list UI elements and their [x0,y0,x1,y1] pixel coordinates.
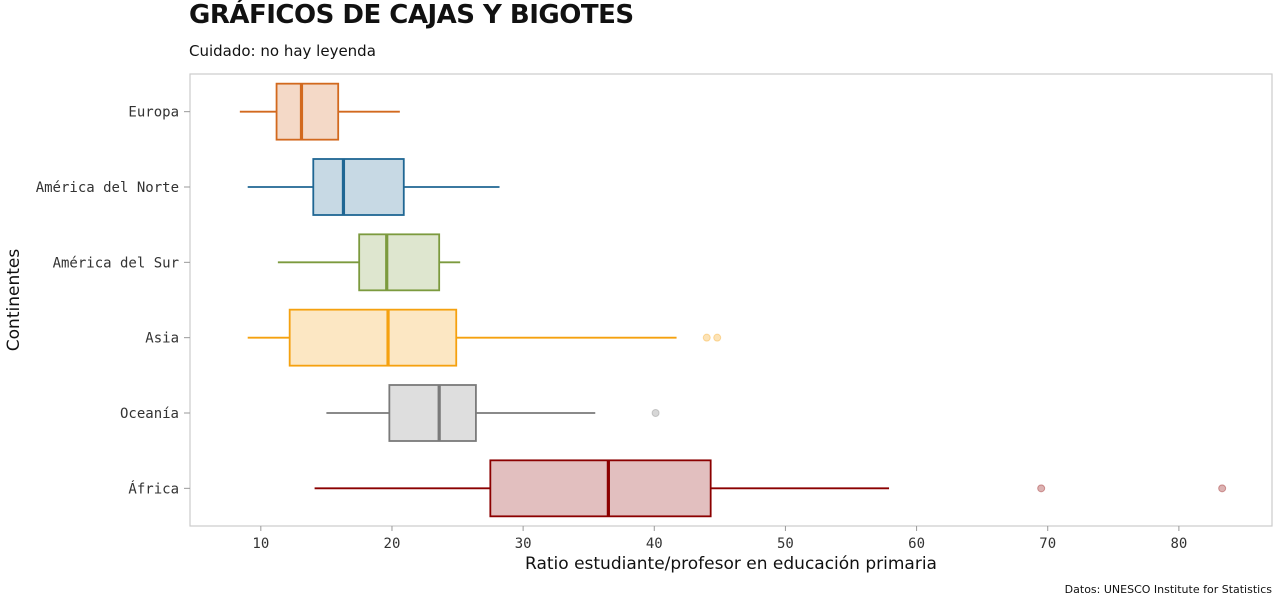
x-tick-label-2: 30 [515,536,532,552]
x-tick-label-3: 40 [646,536,663,552]
row-5-outlier-1 [1218,484,1227,493]
x-tick-label-1: 20 [384,536,401,552]
row-3-outlier-0 [702,333,711,342]
row-0-box [275,82,340,141]
y-tick-label-3: Asia [145,331,179,347]
y-tick-labels: Europa América del Norte América del Sur As… [36,105,190,497]
chart-subtitle: Cuidado: no hay leyenda [189,42,376,60]
y-tick-label-5: África [128,480,179,497]
chart-title: GRÁFICOS DE CAJAS Y BIGOTES [189,0,634,30]
row-5-outlier-0 [1037,484,1046,493]
boxes-layer [239,82,1227,518]
y-tick-label-1: América del Norte [36,180,179,196]
row-3-outlier-1 [713,333,722,342]
x-tick-label-6: 70 [1039,536,1056,552]
y-tick-label-4: Oceanía [120,406,179,422]
x-tick-label-4: 50 [777,536,794,552]
plot-panel-border [189,73,1273,527]
x-tick-label-0: 10 [252,536,269,552]
row-1-box [312,158,405,216]
row-4-box [388,384,477,442]
y-tick-label-2: América del Sur [53,255,179,271]
row-3-box [288,308,458,367]
row-5-box [489,459,712,518]
x-axis-title: Ratio estudiante/profesor en educación p… [525,554,937,574]
x-tick-label-7: 80 [1170,536,1187,552]
row-4-outlier-0 [651,409,660,417]
y-axis-title: Continentes [4,249,24,352]
x-tick-label-5: 60 [908,536,925,552]
y-tick-label-0: Europa [128,105,179,121]
row-2-box [358,233,441,292]
x-tick-labels: 10 20 30 40 50 60 70 80 [252,526,1187,552]
chart-caption: Datos: UNESCO Institute for Statistics [1064,583,1272,596]
